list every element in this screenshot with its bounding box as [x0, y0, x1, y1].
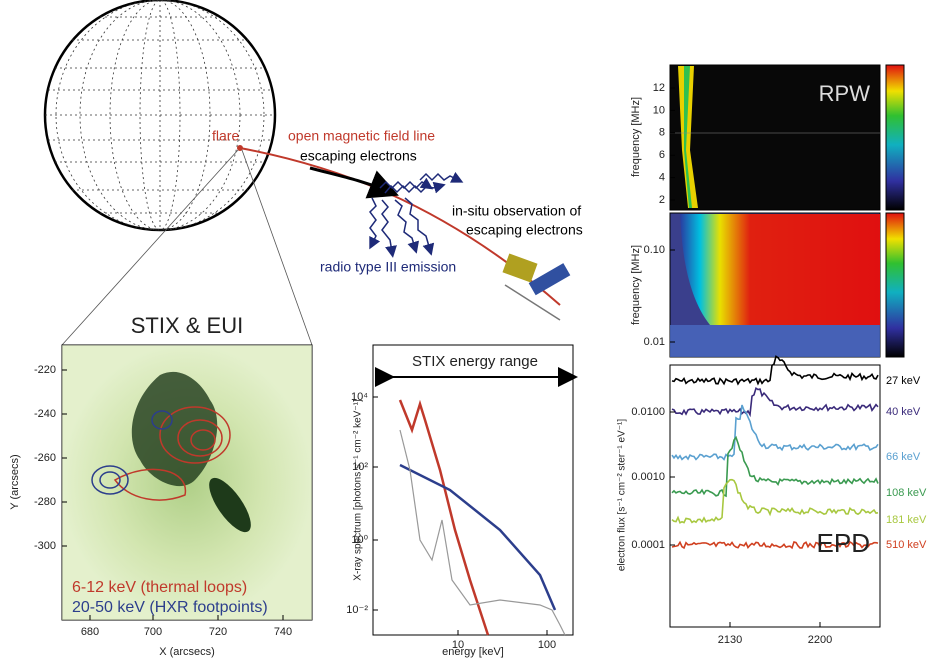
y-axis-label: X-ray spectrum [photons s⁻¹ cm⁻² keV⁻¹]	[353, 399, 364, 581]
y-tick-label: 12	[653, 82, 665, 94]
radio-label: radio type III emission	[320, 259, 456, 275]
flare-label: flare	[212, 128, 239, 144]
y-tick-label: -260	[34, 452, 56, 464]
legend-entry: 20-50 keV (HXR footpoints)	[72, 599, 268, 616]
flux-trace	[671, 478, 879, 524]
radio-waves	[369, 171, 464, 258]
y-tick-label: -240	[34, 408, 56, 420]
y-tick-label: -220	[34, 364, 56, 376]
x-axis-label: X (arcsecs)	[159, 646, 215, 658]
y-tick-label: 0.0100	[631, 406, 665, 418]
y-tick-label: 10⁰	[351, 534, 368, 546]
y-tick-label: 8	[659, 127, 665, 139]
y-tick-label: -300	[34, 540, 56, 552]
spectrum-frame	[372, 344, 574, 636]
legend-entry: 6-12 keV (thermal loops)	[72, 579, 247, 596]
zoom-lines	[61, 149, 313, 346]
colorbar	[885, 212, 905, 358]
rpw-top-spectrogram	[669, 64, 881, 211]
y-axis-label: frequency [MHz]	[630, 97, 642, 177]
rpw-burst-core	[684, 66, 692, 208]
x-tick-label: 680	[81, 626, 99, 638]
y-axis-label: Y (arcsecs)	[9, 454, 21, 509]
y-axis-label: electron flux [s⁻¹ cm⁻² ster⁻¹ eV⁻¹]	[617, 419, 628, 571]
rpw-burst-low	[680, 214, 880, 325]
y-tick-label: 4	[659, 172, 665, 184]
x-tick-label: 700	[144, 626, 162, 638]
x-tick-label: 720	[209, 626, 227, 638]
energy-label: 40 keV	[886, 406, 921, 418]
x-tick-label: 100	[538, 639, 556, 651]
y-tick-label: 6	[659, 149, 665, 161]
energy-label: 66 keV	[886, 451, 921, 463]
field-line-label: open magnetic field line	[288, 128, 435, 144]
rpw-burst	[678, 66, 698, 208]
flux-trace	[671, 404, 879, 461]
rpw-band	[670, 325, 880, 357]
epd-label: EPD	[817, 528, 870, 558]
flux-trace	[671, 355, 879, 386]
spectrum-curves	[398, 399, 566, 636]
electron-arrow	[309, 166, 399, 199]
flux-trace	[671, 540, 879, 550]
insitu-label: escaping electrons	[466, 222, 583, 238]
y-tick-label: 0.0010	[631, 471, 665, 483]
flux-trace	[671, 386, 879, 418]
spectrum-title: STIX energy range	[412, 353, 538, 370]
sun-globe	[43, 0, 277, 232]
y-axis-label: frequency [MHz]	[630, 245, 642, 325]
y-tick-label: 10	[653, 104, 665, 116]
y-tick-label: 0.0001	[631, 539, 665, 551]
label-bg	[410, 352, 540, 370]
x-tick-label: 740	[274, 626, 292, 638]
spacecraft	[502, 253, 571, 321]
flux-trace	[671, 435, 879, 498]
insitu-label: in-situ observation of	[452, 203, 581, 219]
stix-title: STIX & EUI	[131, 313, 243, 338]
energy-label: 510 keV	[886, 539, 927, 551]
y-tick-label: 0.10	[644, 244, 665, 256]
y-tick-label: -280	[34, 496, 56, 508]
x-tick-label: 2200	[808, 634, 832, 646]
energy-label: 108 keV	[886, 487, 927, 499]
x-axis-label: energy [keV]	[442, 646, 504, 658]
y-tick-label: 0.01	[644, 336, 665, 348]
y-tick-label: 2	[659, 194, 665, 206]
stix-image	[61, 344, 313, 621]
y-tick-label: 10⁴	[351, 391, 368, 403]
x-tick-label: 10	[452, 639, 464, 651]
y-tick-label: 10⁻²	[346, 604, 368, 616]
y-tick-label: 10²	[352, 461, 368, 473]
colorbar	[885, 64, 905, 211]
x-tick-label: 2130	[718, 634, 742, 646]
energy-label: 181 keV	[886, 514, 927, 526]
energy-label: 27 keV	[886, 375, 921, 387]
rpw-label: RPW	[819, 81, 871, 106]
electrons-label: escaping electrons	[300, 148, 417, 164]
